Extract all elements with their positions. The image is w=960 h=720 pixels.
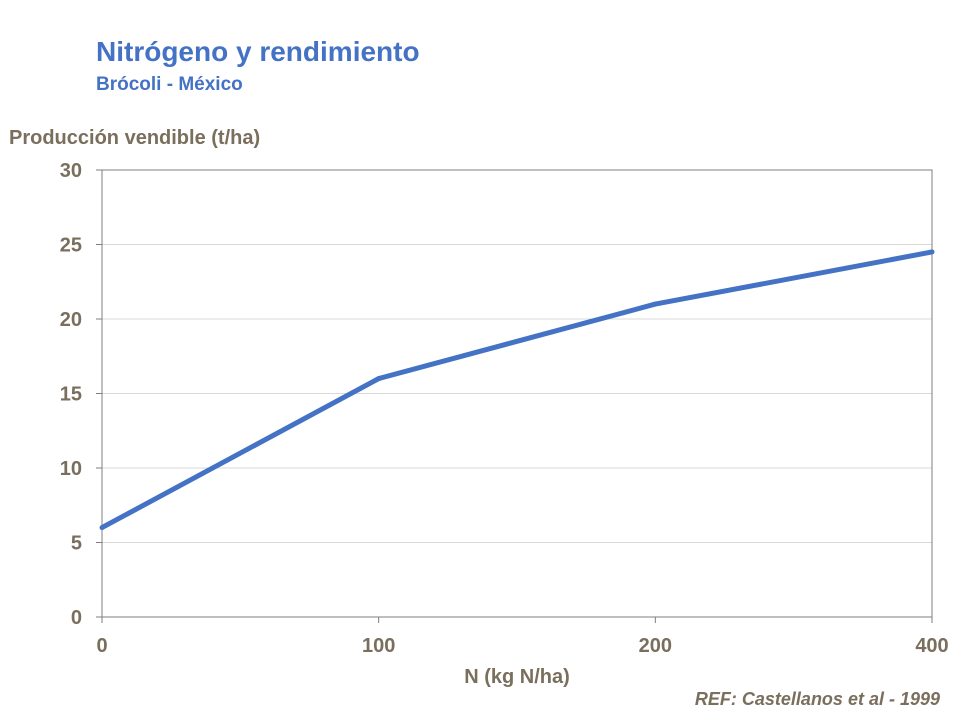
y-axis-label: Producción vendible (t/ha) [9, 127, 261, 149]
y-tick-label: 5 [71, 533, 82, 555]
data-point [652, 301, 658, 307]
data-point [376, 376, 382, 382]
x-tick-label: 200 [639, 635, 672, 657]
chart-title: Nitrógeno y rendimiento [96, 36, 420, 67]
y-tick-label: 0 [71, 607, 82, 629]
x-tick-label: 0 [96, 635, 107, 657]
data-point [99, 525, 105, 531]
series-line [100, 249, 933, 530]
x-axis-label: N (kg N/ha) [464, 666, 570, 688]
y-tick-label: 30 [60, 160, 82, 182]
x-tick-label: 400 [915, 635, 948, 657]
axis-ticks: 0 5 10 15 20 25 30 0 100 200 400 [60, 160, 949, 657]
data-point [929, 249, 935, 255]
y-tick-label: 20 [60, 309, 82, 331]
y-tick-label: 25 [60, 235, 82, 257]
chart-subtitle: Brócoli - México [96, 74, 243, 95]
y-tick-label: 10 [60, 458, 82, 480]
gridlines [102, 244, 932, 543]
x-tick-label: 100 [362, 635, 395, 657]
reference-note: REF: Castellanos et al - 1999 [694, 689, 940, 709]
y-tick-label: 15 [60, 384, 82, 406]
series-layer [99, 249, 935, 531]
